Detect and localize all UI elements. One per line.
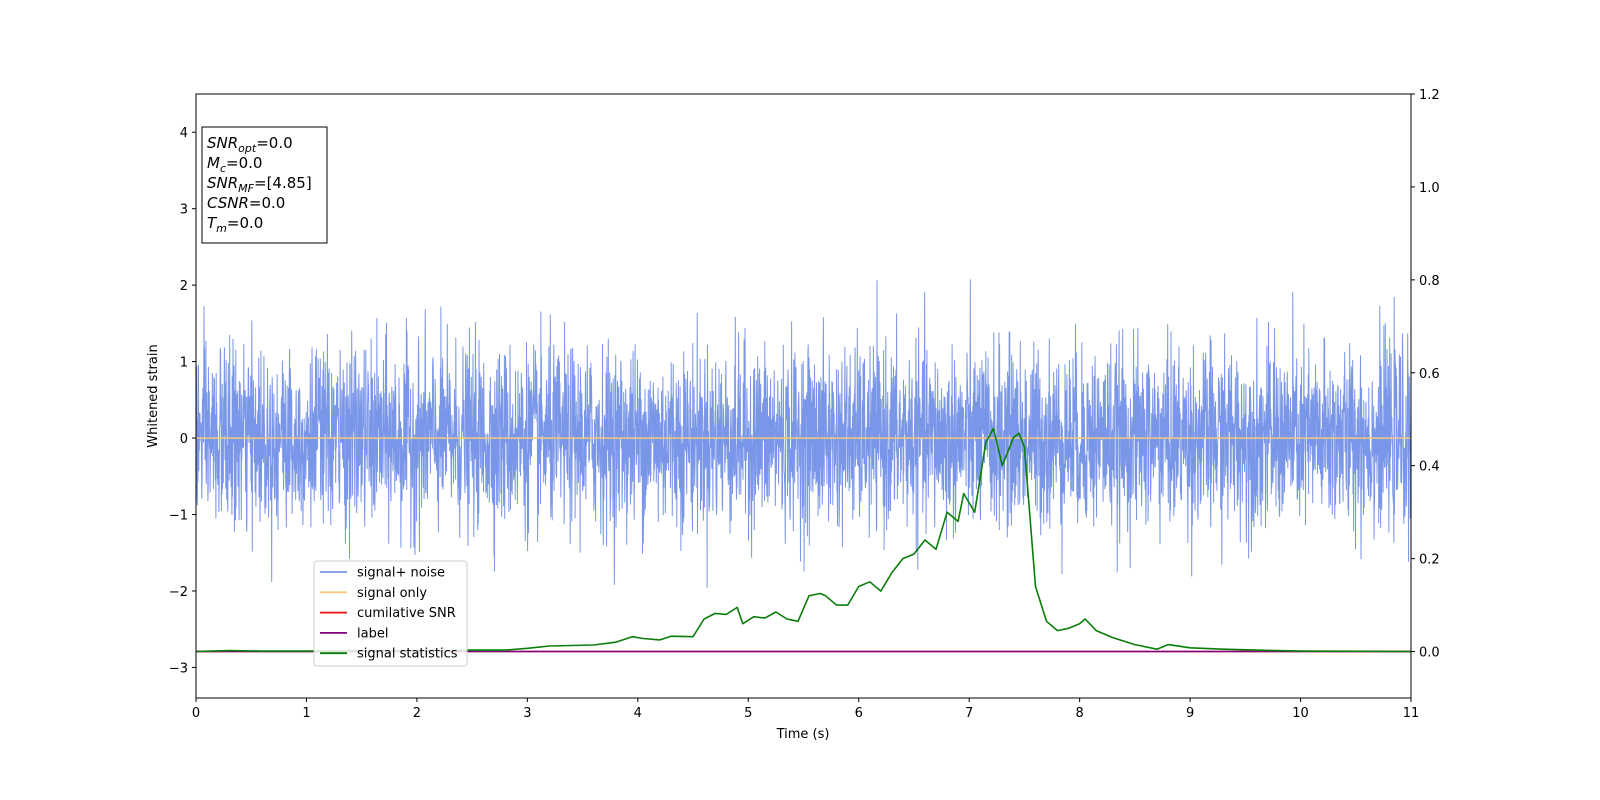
y-right-tick-label: 1.2 xyxy=(1419,88,1440,103)
legend-entry-label: signal statistics xyxy=(357,647,458,662)
y-axis-left-label: Whitened strain xyxy=(146,344,161,447)
series-line-signal-noise xyxy=(195,279,1412,588)
annotation-line: Tm=0.0 xyxy=(207,214,263,235)
x-tick-label: 10 xyxy=(1292,706,1309,721)
y-left-tick-label: 4 xyxy=(180,126,188,141)
y-left-tick-label: 3 xyxy=(180,203,188,218)
x-tick-label: 4 xyxy=(634,706,642,721)
x-tick-label: 9 xyxy=(1186,706,1194,721)
x-tick-label: 3 xyxy=(523,706,531,721)
y-axis-left: −3 −2 −1 0 1 2 3 4 xyxy=(169,126,196,676)
annotation-line: SNRMF=[4.85] xyxy=(207,174,312,195)
plot-frame xyxy=(195,93,1412,699)
x-axis-label: Time (s) xyxy=(776,727,830,742)
y-left-tick-label: 2 xyxy=(180,279,188,294)
annotation-line: SNRopt=0.0 xyxy=(207,134,293,155)
legend: signal+ noise signal only cumilative SNR la… xyxy=(313,560,468,667)
y-left-tick-label: 0 xyxy=(180,432,188,447)
annotation-line: Mc=0.0 xyxy=(207,154,262,175)
y-right-tick-label: 0.0 xyxy=(1419,646,1440,661)
y-left-tick-label: −1 xyxy=(169,509,188,524)
series-line-signal-statistics xyxy=(195,427,1412,653)
legend-entry-label: cumilative SNR xyxy=(357,606,456,621)
x-tick-label: 6 xyxy=(855,706,863,721)
x-tick-label: 11 xyxy=(1403,706,1420,721)
x-tick-label: 0 xyxy=(192,706,200,721)
y-left-tick-label: 1 xyxy=(180,356,188,371)
annotation-line: CSNR=0.0 xyxy=(207,194,285,212)
legend-items: signal+ noise signal only cumilative SNR la… xyxy=(320,566,458,662)
legend-entry-label: signal only xyxy=(357,586,427,601)
legend-entry-label: label xyxy=(357,626,388,641)
y-left-tick-label: −3 xyxy=(169,661,188,676)
y-right-tick-label: 0.8 xyxy=(1419,274,1440,289)
x-tick-label: 8 xyxy=(1075,706,1083,721)
x-tick-label: 1 xyxy=(302,706,310,721)
y-right-tick-label: 1.0 xyxy=(1419,181,1440,196)
annotation-frame xyxy=(201,126,328,244)
y-right-tick-label: 0.4 xyxy=(1419,460,1440,475)
x-tick-label: 2 xyxy=(413,706,421,721)
y-right-tick-label: 0.6 xyxy=(1419,367,1440,382)
legend-frame xyxy=(313,560,468,667)
x-axis: 0 1 2 3 4 5 6 7 8 9 10 11 xyxy=(192,698,1419,721)
legend-entry-label: signal+ noise xyxy=(357,566,445,581)
x-tick-label: 7 xyxy=(965,706,973,721)
x-tick-label: 5 xyxy=(744,706,752,721)
y-right-tick-label: 0.2 xyxy=(1419,553,1440,568)
y-axis-right: 0.0 0.2 0.4 0.6 0.8 1.0 1.2 xyxy=(1411,88,1440,661)
y-left-tick-label: −2 xyxy=(169,585,188,600)
